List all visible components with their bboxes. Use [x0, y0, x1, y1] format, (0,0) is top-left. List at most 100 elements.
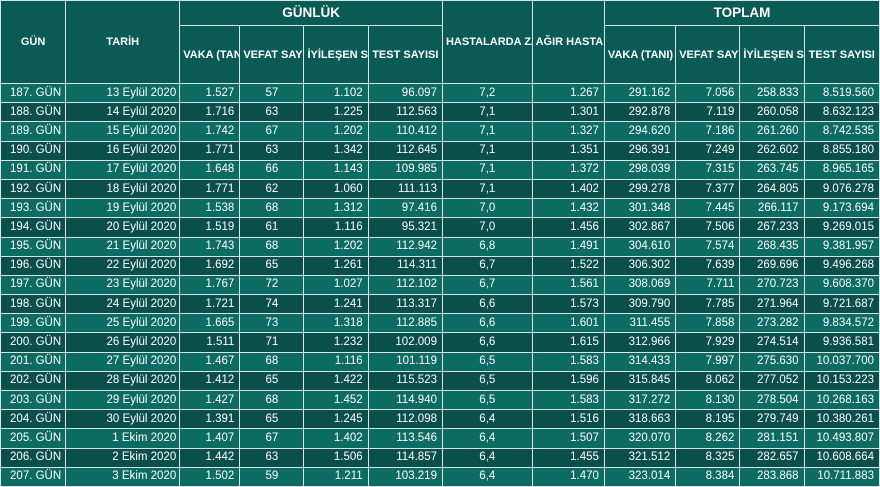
cell-pneumonia-rate: 7,1: [441, 102, 533, 123]
cell-daily-recovered: 1.027: [303, 274, 369, 296]
cell-total-tests: 8.632.123: [803, 102, 880, 123]
cell-pneumonia-rate: 6,4: [441, 428, 533, 449]
cell-daily-deaths: 68: [239, 198, 305, 219]
header-gunluk-vefat: VEFAT SAYISI: [239, 25, 305, 84]
cell-critical-patients: 1.372: [531, 159, 605, 180]
cell-daily-recovered: 1.422: [303, 370, 369, 392]
cell-total-tests: 10.493.807: [803, 428, 880, 449]
table-row: 202. GÜN 28 Eylül 2020 1.412 65 1.422 115.523…: [0, 370, 880, 392]
cell-daily-cases: 1.665: [179, 313, 241, 334]
table-row: 192. GÜN 18 Eylül 2020 1.771 62 1.060 111.113…: [0, 178, 880, 200]
cell-pneumonia-rate: 6,6: [441, 313, 533, 334]
cell-total-recovered: 268.435: [739, 236, 805, 257]
cell-daily-cases: 1.743: [179, 236, 241, 257]
cell-total-deaths: 7.785: [675, 294, 741, 315]
cell-daily-deaths: 68: [239, 351, 305, 372]
cell-daily-deaths: 74: [239, 294, 305, 315]
cell-pneumonia-rate: 6,4: [441, 447, 533, 468]
table-row: 206. GÜN 2 Ekim 2020 1.442 63 1.506 114.857 6,…: [0, 447, 880, 468]
table-row: 197. GÜN 23 Eylül 2020 1.767 72 1.027 112.102…: [0, 274, 880, 296]
cell-pneumonia-rate: 6,7: [441, 255, 533, 276]
cell-pneumonia-rate: 7,1: [441, 140, 533, 161]
cell-daily-deaths: 63: [239, 447, 305, 468]
cell-total-tests: 10.608.664: [803, 447, 880, 468]
cell-date: 25 Eylül 2020: [65, 313, 181, 334]
cell-daily-deaths: 68: [239, 389, 305, 411]
cell-total-tests: 9.076.278: [803, 178, 880, 200]
cell-pneumonia-rate: 7,0: [441, 198, 533, 219]
cell-critical-patients: 1.522: [531, 255, 605, 276]
cell-total-deaths: 7.929: [675, 332, 741, 353]
cell-daily-tests: 113.546: [367, 428, 443, 449]
cell-total-tests: 10.268.163: [803, 389, 880, 411]
cell-daily-cases: 1.467: [179, 351, 241, 372]
cell-day: 199. GÜN: [0, 313, 67, 334]
cell-daily-cases: 1.538: [179, 198, 241, 219]
cell-total-deaths: 8.130: [675, 389, 741, 411]
cell-total-cases: 321.512: [603, 447, 677, 468]
cell-total-cases: 294.620: [603, 121, 677, 142]
cell-daily-recovered: 1.211: [303, 466, 369, 487]
cell-pneumonia-rate: 6,4: [441, 409, 533, 430]
cell-pneumonia-rate: 7,1: [441, 121, 533, 142]
cell-daily-cases: 1.692: [179, 255, 241, 276]
header-toplam-vaka: VAKA (TANI) SAYISI: [603, 25, 677, 84]
cell-daily-tests: 113.317: [367, 294, 443, 315]
cell-total-cases: 302.867: [603, 217, 677, 238]
cell-total-cases: 323.014: [603, 466, 677, 487]
cell-total-tests: 9.173.694: [803, 198, 880, 219]
cell-daily-tests: 112.098: [367, 409, 443, 430]
cell-total-cases: 308.069: [603, 274, 677, 296]
cell-daily-recovered: 1.506: [303, 447, 369, 468]
cell-daily-recovered: 1.202: [303, 236, 369, 257]
cell-day: 191. GÜN: [0, 159, 67, 180]
table-row: 187. GÜN 13 Eylül 2020 1.527 57 1.102 96.097 7…: [0, 82, 880, 104]
cell-daily-deaths: 67: [239, 428, 305, 449]
cell-daily-tests: 112.102: [367, 274, 443, 296]
cell-total-tests: 10.380.261: [803, 409, 880, 430]
cell-total-cases: 306.302: [603, 255, 677, 276]
table-row: 188. GÜN 14 Eylül 2020 1.716 63 1.225 112.563…: [0, 102, 880, 123]
cell-date: 19 Eylül 2020: [65, 198, 181, 219]
cell-daily-recovered: 1.102: [303, 82, 369, 104]
cell-total-tests: 9.936.581: [803, 332, 880, 353]
cell-pneumonia-rate: 6,5: [441, 370, 533, 392]
cell-total-cases: 304.610: [603, 236, 677, 257]
cell-daily-recovered: 1.312: [303, 198, 369, 219]
cell-day: 187. GÜN: [0, 82, 67, 104]
cell-total-recovered: 260.058: [739, 102, 805, 123]
header-gunluk-iyilesen: İYİLEŞEN SAYISI: [303, 25, 369, 84]
header-toplam-group: TOPLAM: [603, 0, 880, 26]
cell-daily-deaths: 65: [239, 370, 305, 392]
cell-day: 198. GÜN: [0, 294, 67, 315]
cell-daily-tests: 97.416: [367, 198, 443, 219]
cell-pneumonia-rate: 7,1: [441, 159, 533, 180]
table-row: 207. GÜN 3 Ekim 2020 1.502 59 1.211 103.219 6,…: [0, 466, 880, 487]
cell-daily-cases: 1.412: [179, 370, 241, 392]
header-gunluk-test: TEST SAYISI: [367, 25, 443, 84]
cell-critical-patients: 1.583: [531, 389, 605, 411]
cell-total-recovered: 269.696: [739, 255, 805, 276]
cell-daily-deaths: 68: [239, 236, 305, 257]
cell-total-tests: 9.269.015: [803, 217, 880, 238]
cell-date: 21 Eylül 2020: [65, 236, 181, 257]
cell-total-deaths: 7.506: [675, 217, 741, 238]
cell-pneumonia-rate: 7,1: [441, 178, 533, 200]
cell-daily-recovered: 1.116: [303, 351, 369, 372]
cell-pneumonia-rate: 6,7: [441, 274, 533, 296]
cell-daily-tests: 114.311: [367, 255, 443, 276]
cell-date: 13 Eylül 2020: [65, 82, 181, 104]
cell-critical-patients: 1.573: [531, 294, 605, 315]
cell-daily-cases: 1.391: [179, 409, 241, 430]
cell-total-recovered: 273.282: [739, 313, 805, 334]
cell-total-deaths: 8.262: [675, 428, 741, 449]
cell-total-tests: 9.496.268: [803, 255, 880, 276]
table-row: 205. GÜN 1 Ekim 2020 1.407 67 1.402 113.546 6,…: [0, 428, 880, 449]
header-toplam-iyilesen: İYİLEŞEN SAYISI: [739, 25, 805, 84]
cell-daily-cases: 1.511: [179, 332, 241, 353]
cell-daily-tests: 102.009: [367, 332, 443, 353]
cell-daily-deaths: 72: [239, 274, 305, 296]
cell-daily-deaths: 57: [239, 82, 305, 104]
cell-daily-tests: 114.857: [367, 447, 443, 468]
cell-daily-tests: 109.985: [367, 159, 443, 180]
